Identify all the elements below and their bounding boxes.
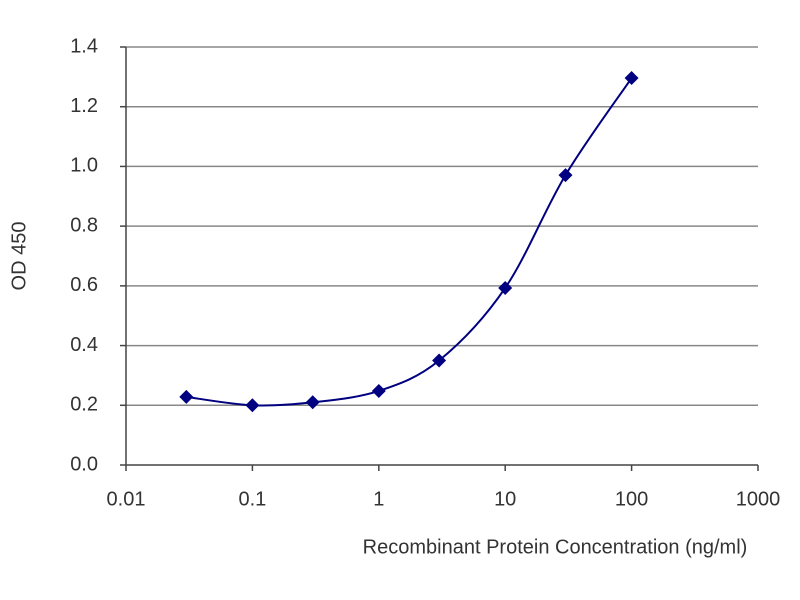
- x-tick-label: 0.01: [107, 488, 146, 510]
- y-tick-label: 1.2: [70, 95, 98, 117]
- x-tick-label: 0.1: [238, 488, 266, 510]
- data-point: [305, 395, 320, 410]
- data-point: [624, 71, 639, 86]
- y-tick-label: 1.4: [70, 35, 98, 57]
- data-point: [245, 398, 260, 413]
- y-tick-label: 0.6: [70, 274, 98, 296]
- y-tick-label: 0.8: [70, 214, 98, 236]
- x-axis-label: Recombinant Protein Concentration (ng/ml…: [363, 536, 748, 558]
- y-tick-label: 0.2: [70, 394, 98, 416]
- y-tick-label: 0.4: [70, 334, 98, 356]
- x-tick-label: 100: [615, 488, 648, 510]
- y-axis-label: OD 450: [8, 222, 30, 291]
- data-point: [498, 280, 513, 295]
- data-point: [371, 383, 386, 398]
- y-tick-label: 1.0: [70, 155, 98, 177]
- data-point: [179, 389, 194, 404]
- x-tick-label: 1: [373, 488, 384, 510]
- data-point: [432, 353, 447, 368]
- y-tick-label: 0.0: [70, 453, 98, 475]
- x-tick-label: 1000: [736, 488, 781, 510]
- data-point: [558, 168, 573, 183]
- x-tick-label: 10: [494, 488, 516, 510]
